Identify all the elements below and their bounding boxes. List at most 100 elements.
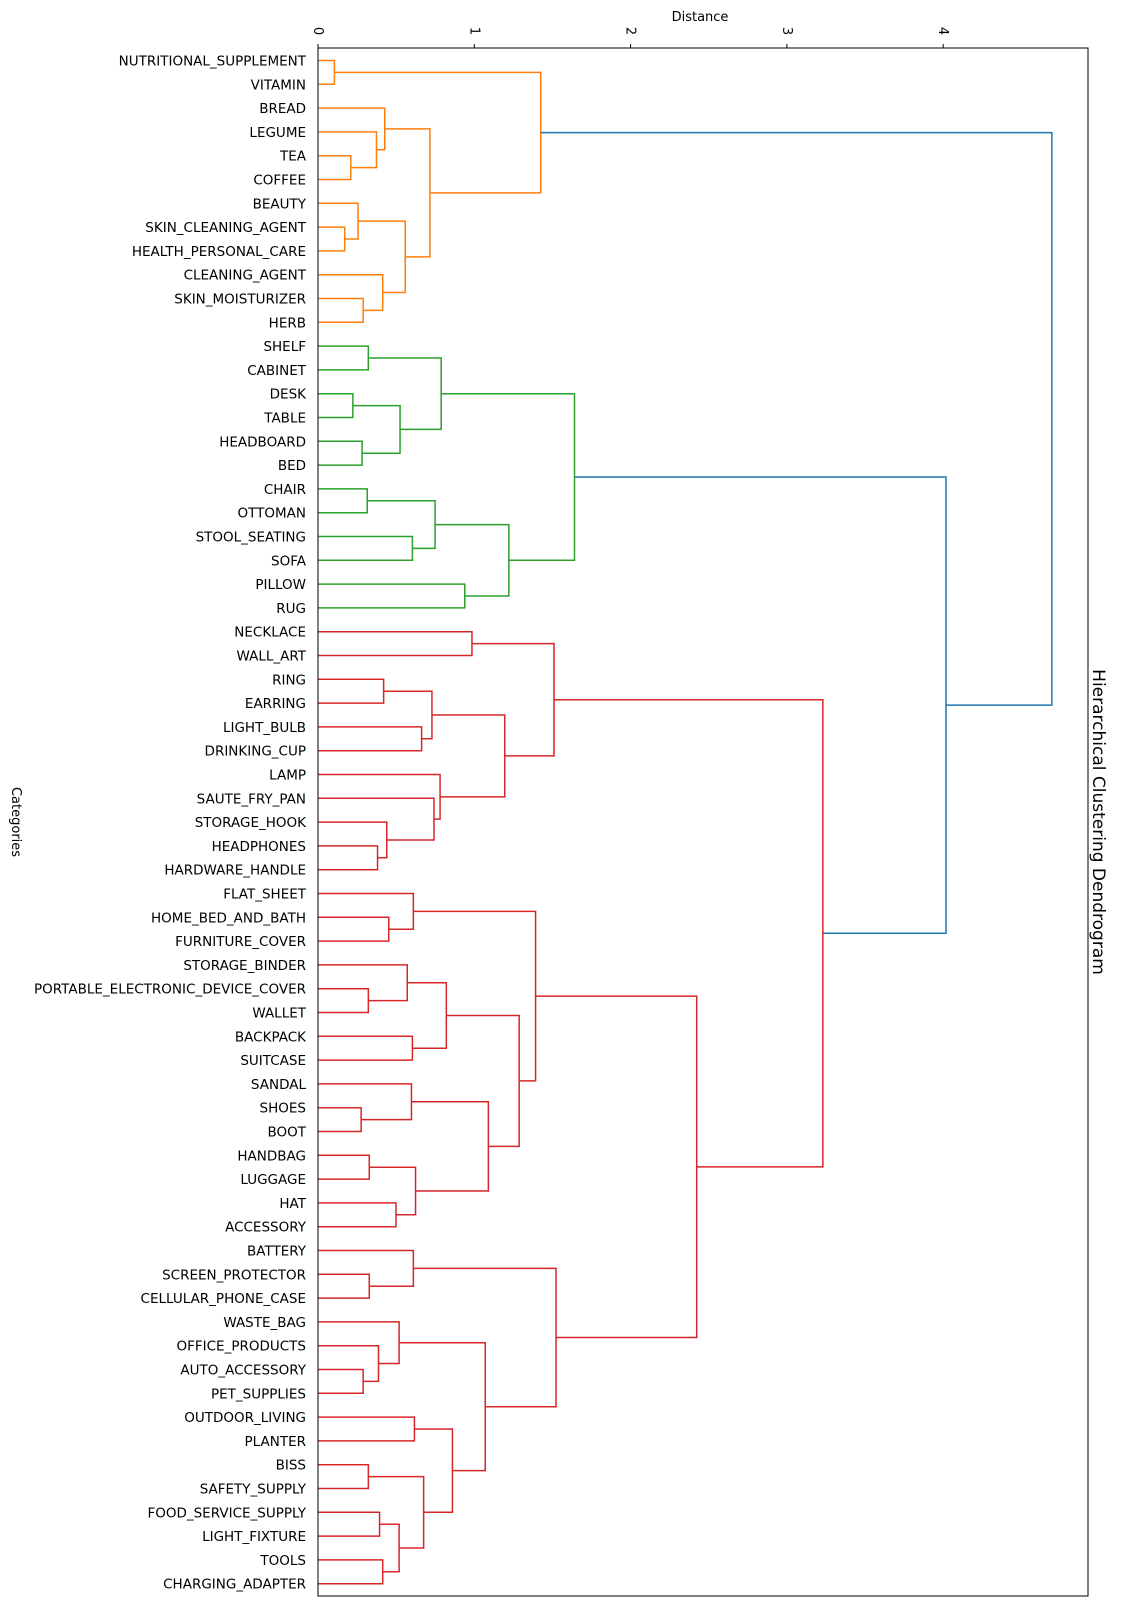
x-tick-label: 4 xyxy=(935,27,950,35)
dendrogram-link xyxy=(318,535,414,562)
dendrogram-link xyxy=(318,1463,370,1490)
leaf-label: RUG xyxy=(276,601,306,617)
dendrogram-link xyxy=(318,1249,415,1287)
leaf-label: NECKLACE xyxy=(234,625,306,641)
dendrogram-link xyxy=(414,1428,454,1514)
dendrogram-link xyxy=(431,714,506,798)
dendrogram-link xyxy=(318,392,354,419)
leaf-label: WASTE_BAG xyxy=(223,1315,306,1331)
dendrogram-link xyxy=(318,59,336,86)
leaf-label: LIGHT_BULB xyxy=(223,720,306,736)
dendrogram-link xyxy=(554,699,824,1168)
leaf-label: AUTO_ACCESSORY xyxy=(180,1363,306,1379)
dendrogram-link xyxy=(318,1083,413,1121)
dendrogram-link xyxy=(383,690,433,740)
dendrogram-link xyxy=(318,1321,400,1365)
dendrogram-link xyxy=(318,273,384,312)
leaf-label: WALL_ART xyxy=(236,649,306,665)
dendrogram-link xyxy=(318,630,473,657)
dendrogram-link xyxy=(435,523,510,597)
leaf-label: PILLOW xyxy=(255,577,306,593)
leaf-label: SUITCASE xyxy=(240,1053,306,1069)
dendrogram-link xyxy=(369,1166,417,1216)
x-axis-label: Distance xyxy=(672,10,729,25)
dendrogram-link xyxy=(318,1106,362,1133)
leaf-label: FOOD_SERVICE_SUPPLY xyxy=(147,1505,306,1521)
leaf-label: HARDWARE_HANDLE xyxy=(164,863,306,879)
dendrogram-link xyxy=(540,131,1053,706)
leaf-label: NUTRITIONAL_SUPPLEMENT xyxy=(119,54,307,70)
dendrogram-link xyxy=(413,910,537,1082)
leaf-label: HEADPHONES xyxy=(212,839,306,855)
dendrogram-link xyxy=(358,220,406,294)
leaf-label: PET_SUPPLIES xyxy=(211,1386,306,1402)
leaf-label: WALLET xyxy=(252,1006,306,1022)
leaf-label: BOOT xyxy=(267,1125,306,1141)
leaf-label: STORAGE_BINDER xyxy=(183,958,306,974)
dendrogram-link xyxy=(574,476,947,935)
dendrogram-link xyxy=(318,987,370,1014)
dendrogram-link xyxy=(318,1273,371,1299)
dendrogram-link xyxy=(318,202,359,240)
leaf-label: LIGHT_FIXTURE xyxy=(202,1529,306,1545)
dendrogram-link xyxy=(318,1511,381,1537)
dendrogram-link xyxy=(318,678,385,704)
dendrogram-link xyxy=(318,131,378,169)
leaf-label: SKIN_MOISTURIZER xyxy=(174,292,306,308)
y-axis-label: Categories xyxy=(8,787,23,857)
x-tick-label: 0 xyxy=(310,27,325,35)
x-ticks: 0 1 2 3 4 xyxy=(310,27,950,48)
dendrogram-link xyxy=(446,1014,520,1148)
leaf-label: CABINET xyxy=(247,363,307,379)
leaf-label: SAFETY_SUPPLY xyxy=(200,1482,307,1498)
leaf-label: BACKPACK xyxy=(235,1029,307,1045)
leaf-label: SHELF xyxy=(263,339,306,355)
dendrogram-links xyxy=(318,59,1053,1585)
leaf-label: HAT xyxy=(279,1196,306,1212)
leaf-label: SAUTE_FRY_PAN xyxy=(197,791,306,807)
dendrogram-link xyxy=(535,995,698,1339)
leaf-label: OTTOMAN xyxy=(238,506,307,522)
leaf-label: COFFEE xyxy=(253,173,306,189)
dendrogram-link xyxy=(334,71,542,194)
dendrogram-link xyxy=(368,357,442,431)
leaf-label: BEAUTY xyxy=(253,196,307,212)
dendrogram-link xyxy=(318,297,364,324)
dendrogram-link xyxy=(318,1202,397,1228)
dendrogram-link xyxy=(318,1344,380,1383)
dendrogram-link xyxy=(318,1416,416,1442)
dendrogram-link xyxy=(318,1559,384,1585)
leaf-label: PORTABLE_ELECTRONIC_DEVICE_COVER xyxy=(34,982,306,998)
dendrogram-link xyxy=(318,892,415,930)
leaf-label: LAMP xyxy=(269,768,306,784)
leaf-label: ACCESSORY xyxy=(225,1220,307,1236)
x-tick-label: 2 xyxy=(623,27,638,35)
leaf-label: RING xyxy=(272,672,306,688)
dendrogram-link xyxy=(318,1154,371,1180)
leaf-label: OUTDOOR_LIVING xyxy=(184,1410,306,1426)
leaf-label: VITAMIN xyxy=(251,77,306,93)
leaf-label: STOOL_SEATING xyxy=(196,530,306,546)
dendrogram-link xyxy=(318,583,466,609)
leaf-label: SANDAL xyxy=(251,1077,307,1093)
dendrogram-link xyxy=(399,1341,486,1472)
leaf-label: STORAGE_HOOK xyxy=(195,815,307,831)
dendrogram-link xyxy=(318,440,363,466)
leaf-label: SKIN_CLEANING_AGENT xyxy=(145,220,306,236)
dendrogram-link xyxy=(407,982,448,1049)
dendrogram-link xyxy=(318,1035,414,1061)
plot-frame xyxy=(317,47,1089,1597)
dendrogram-link xyxy=(318,154,352,181)
leaf-label: HEALTH_PERSONAL_CARE xyxy=(132,244,306,260)
leaf-label: FLAT_SHEET xyxy=(223,887,307,903)
leaf-label: CHAIR xyxy=(264,482,306,498)
leaf-label: HANDBAG xyxy=(237,1148,306,1164)
leaf-label: OFFICE_PRODUCTS xyxy=(176,1339,306,1355)
leaf-label: HEADBOARD xyxy=(219,434,306,450)
leaf-label: HOME_BED_AND_BATH xyxy=(151,910,306,926)
leaf-label: CLEANING_AGENT xyxy=(184,268,307,284)
leaf-label: BREAD xyxy=(259,101,306,117)
dendrogram-link xyxy=(318,964,408,1002)
dendrogram-link xyxy=(318,1368,364,1395)
